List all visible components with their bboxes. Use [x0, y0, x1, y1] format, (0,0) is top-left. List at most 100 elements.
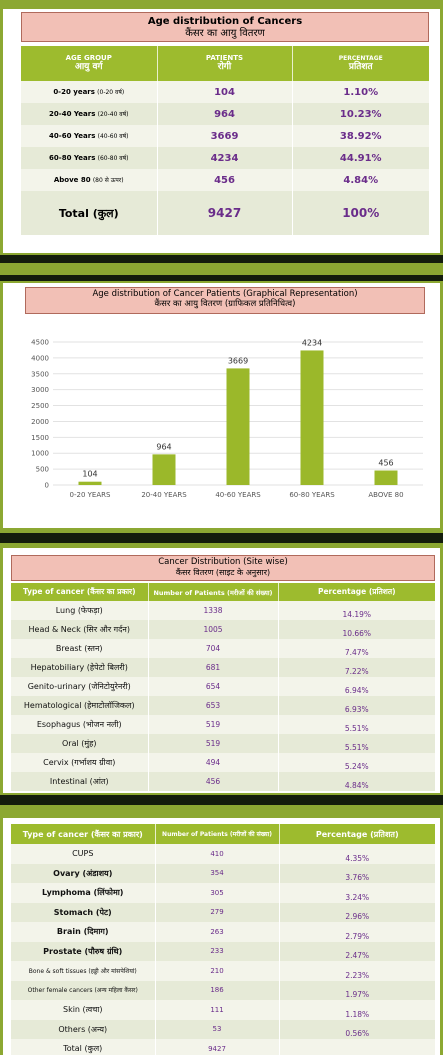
patients-header-hindi: रोगी [217, 62, 232, 73]
percentage-cell: 14.19% [278, 601, 435, 620]
cancer-type-cell: Other female cancers (अन्य महिला कैंसर) [11, 980, 156, 1000]
patients-cell: 111 [155, 1000, 280, 1020]
age-table-title: Age distribution of Cancers [147, 16, 303, 27]
patients-cell: 964 [157, 103, 293, 125]
site-table-panel: Cancer Distribution (Site wise) कैंसर वि… [3, 548, 440, 793]
age-group-cell: 20-40 Years (20-40 वर्ष) [21, 103, 158, 125]
age-group-label: 40-60 Years [49, 132, 96, 140]
age-group-label: 20-40 Years [49, 110, 96, 118]
data-label: 4234 [302, 338, 322, 347]
total-row: Total (कुल) 9427 100% [21, 191, 429, 235]
table-row: 40-60 Years (40-60 वर्ष) 3669 38.92% [21, 125, 429, 147]
cancer-type-cell: Skin (त्वचा) [11, 1000, 156, 1020]
age-chart-title: Age distribution of Cancer Patients (Gra… [92, 289, 358, 299]
patients-cell: 1338 [148, 601, 279, 620]
percentage-cell: 2.79% [279, 922, 435, 942]
percentage-cell: 4.84% [278, 772, 435, 791]
percentage-header-hindi: प्रतिशत [348, 61, 373, 72]
x-tick-label: ABOVE 80 [368, 491, 403, 499]
patients-header-label: PATIENTS [205, 53, 244, 62]
data-label: 104 [82, 470, 97, 479]
site-table-2-panel: Type of cancer (कैंसर का प्रकार) Number … [3, 818, 440, 1055]
bar [152, 454, 176, 485]
percentage-cell: 7.47% [278, 639, 435, 658]
table-row: Brain (दिमाग) 263 2.79% [11, 922, 435, 942]
age-group-header-label: AGE GROUP [65, 53, 112, 62]
percentage-cell: 2.96% [279, 902, 435, 922]
site-table-2-header-row: Type of cancer (कैंसर का प्रकार) Number … [11, 824, 435, 844]
patients-cell: 210 [155, 961, 280, 981]
age-table-title-box: Age distribution of Cancers कैंसर का आयु… [21, 12, 429, 42]
patients-cell: 681 [148, 658, 279, 677]
cancer-type-cell: Brain (दिमाग) [11, 922, 156, 942]
y-tick-label: 4000 [31, 354, 49, 362]
cancer-type-cell: Cervix (गर्भाशय ग्रीवा) [11, 753, 149, 772]
percentage-cell: 4.35% [279, 844, 435, 864]
y-tick-label: 0 [45, 482, 49, 490]
site-table-title-box: Cancer Distribution (Site wise) कैंसर वि… [11, 555, 435, 581]
x-tick-label: 20-40 YEARS [141, 491, 187, 499]
cancer-type-cell: Ovary (अंडाशय) [11, 863, 156, 883]
cancer-type-cell: Lymphoma (लिंफोमा) [11, 883, 156, 903]
type-header: Type of cancer (कैंसर का प्रकार) [11, 583, 149, 601]
age-table-header-row: AGE GROUP आयु वर्ग PATIENTS रोगी PERCENT… [21, 46, 429, 81]
patients-cell: 305 [155, 883, 280, 903]
table-row: Others (अन्य) 53 0.56% [11, 1019, 435, 1039]
patients-cell: 1005 [148, 620, 279, 639]
divider [0, 263, 443, 275]
table-row: Lymphoma (लिंफोमा) 305 3.24% [11, 883, 435, 903]
table-row: Ovary (अंडाशय) 354 3.76% [11, 863, 435, 883]
cancer-type-cell: Bone & soft tissues (हड्डी और मांसपेशिया… [11, 961, 156, 981]
site-table: Type of cancer (कैंसर का प्रकार) Number … [11, 583, 435, 791]
divider [0, 255, 443, 263]
bar [226, 368, 250, 485]
age-group-hindi: (60-80 वर्ष) [97, 155, 129, 162]
table-row: Head & Neck (सिर और गर्दन) 1005 10.66% [11, 620, 435, 639]
cancer-type-cell: Prostate (पौरुष ग्रंथि) [11, 941, 156, 961]
patients-cell: 519 [148, 715, 279, 734]
age-chart-title-hindi: कैंसर का आयु वितरण (ग्राफिकल प्रतिनिधित्… [154, 298, 296, 309]
table-row: Stomach (पेट) 279 2.96% [11, 902, 435, 922]
age-group-cell: 0-20 years (0-20 वर्ष) [21, 81, 158, 103]
divider [0, 533, 443, 543]
patients-cell: 104 [157, 81, 293, 103]
percentage-cell: 1.97% [279, 980, 435, 1000]
patients-cell: 519 [148, 734, 279, 753]
percentage-cell: 6.94% [278, 677, 435, 696]
data-label: 3669 [228, 356, 248, 365]
percentage-header-label: PERCENTAGE [338, 54, 383, 62]
age-group-label: Above 80 [53, 176, 91, 184]
y-tick-label: 2500 [31, 402, 49, 410]
table-row: Hepatobiliary (हेपेटो बिलरी) 681 7.22% [11, 658, 435, 677]
table-row: Other female cancers (अन्य महिला कैंसर) 1… [11, 980, 435, 1000]
table-row: Above 80 (80 से ऊपर) 456 4.84% [21, 169, 429, 191]
table-row: Intestinal (आंत) 456 4.84% [11, 772, 435, 791]
patients-header: Number of Patients (मरीजों की संख्या) [148, 583, 279, 601]
patients-cell: 279 [155, 902, 280, 922]
cancer-type-cell: Lung (फेफड़ा) [11, 601, 149, 620]
x-tick-label: 60-80 YEARS [289, 491, 335, 499]
bar [78, 481, 102, 485]
patients-cell: 53 [155, 1019, 280, 1039]
percentage-cell: 3.76% [279, 863, 435, 883]
percentage-cell: 5.24% [278, 753, 435, 772]
divider [0, 275, 443, 281]
percentage-cell: 7.22% [278, 658, 435, 677]
total-patients: 9427 [157, 191, 293, 235]
table-row: 60-80 Years (60-80 वर्ष) 4234 44.91% [21, 147, 429, 169]
percentage-cell: 1.18% [279, 1000, 435, 1020]
table-row: Prostate (पौरुष ग्रंथि) 233 2.47% [11, 941, 435, 961]
age-group-hindi: (40-60 वर्ष) [97, 133, 129, 140]
x-tick-label: 40-60 YEARS [215, 491, 261, 499]
percentage-cell: 1.10% [292, 81, 429, 103]
percentage-cell: 2.47% [279, 941, 435, 961]
cancer-type-cell: Hepatobiliary (हेपेटो बिलरी) [11, 658, 149, 677]
patients-cell: 410 [155, 844, 280, 864]
age-chart-panel: Age distribution of Cancer Patients (Gra… [3, 283, 440, 528]
bar [374, 470, 398, 485]
cancer-type-cell: Esophagus (भोजन नली) [11, 715, 149, 734]
percentage-header: PERCENTAGE प्रतिशत [292, 46, 429, 81]
cancer-type-cell: Breast (स्तन) [11, 639, 149, 658]
table-row: Lung (फेफड़ा) 1338 14.19% [11, 601, 435, 620]
data-label: 964 [156, 442, 171, 451]
